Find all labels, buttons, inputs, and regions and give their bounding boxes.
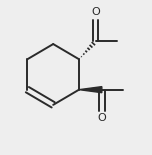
Text: O: O: [97, 113, 106, 123]
Polygon shape: [79, 87, 102, 93]
Text: O: O: [91, 7, 100, 18]
